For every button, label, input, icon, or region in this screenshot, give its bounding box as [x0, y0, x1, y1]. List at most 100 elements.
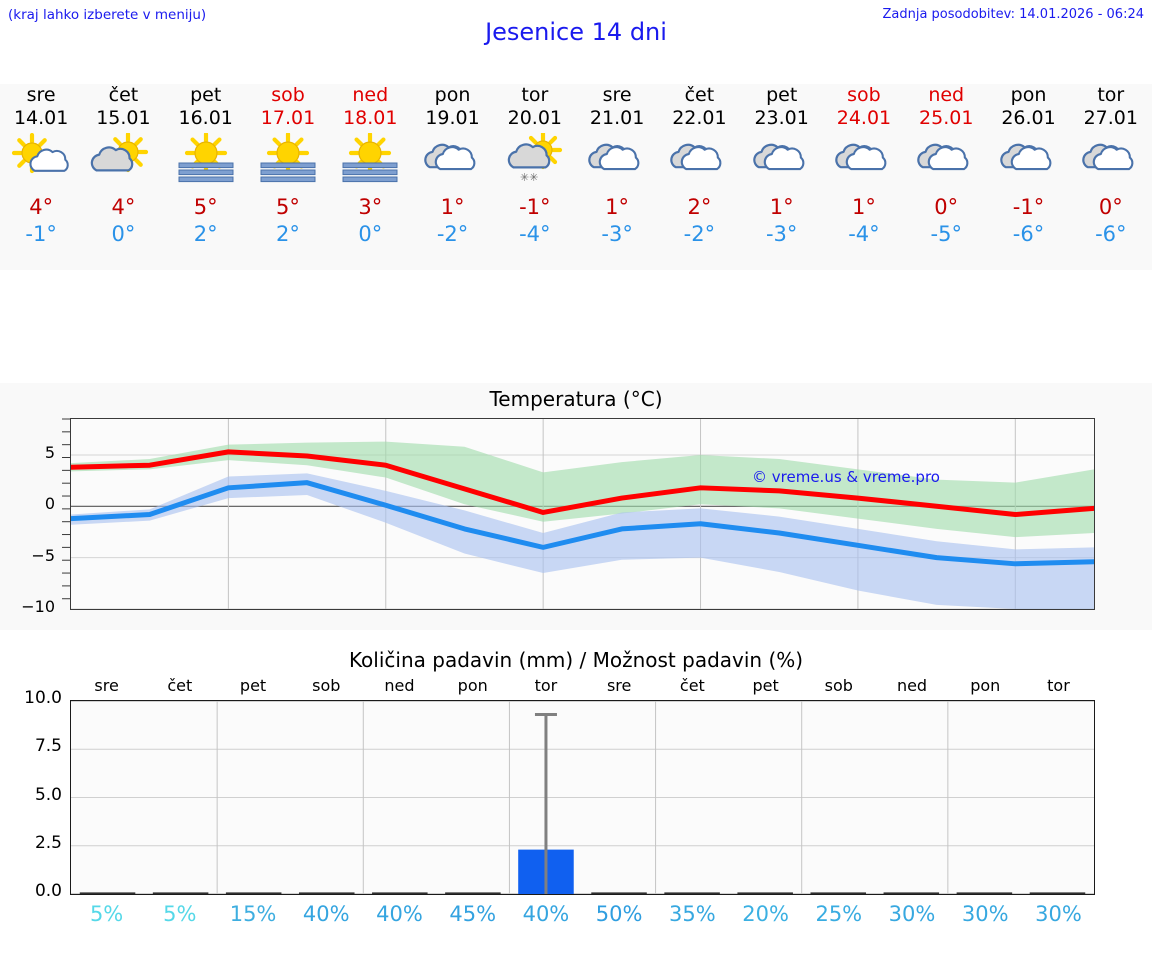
precipitation-day-label: pon [457, 676, 488, 695]
temperature-y-tick: −5 [31, 545, 55, 565]
day-date: 22.01 [672, 107, 727, 129]
day-column[interactable]: ned 25.01 0° -5° [905, 84, 987, 270]
precipitation-probability: 5% [163, 902, 197, 926]
day-name: pet [190, 84, 222, 106]
precipitation-day-label: čet [167, 676, 193, 695]
day-column[interactable]: sob 24.01 1° -4° [823, 84, 905, 270]
precipitation-panel: Količina padavin (mm) / Možnost padavin … [0, 640, 1152, 975]
day-max-temperature: 5° [193, 195, 218, 219]
cloud-icon [416, 133, 490, 185]
day-min-temperature: -1° [25, 222, 57, 246]
day-column[interactable]: pet 23.01 1° -3° [741, 84, 823, 270]
precipitation-day-label: ned [384, 676, 415, 695]
day-name: tor [1097, 84, 1125, 106]
precipitation-y-tick: 2.5 [34, 832, 62, 853]
day-max-temperature: 3° [358, 195, 383, 219]
precipitation-probability: 35% [669, 902, 716, 926]
menu-hint-label: (kraj lahko izberete v meniju) [8, 7, 207, 23]
day-date: 27.01 [1083, 107, 1138, 129]
copyright-label: © vreme.us & vreme.pro [752, 468, 940, 486]
day-date: 20.01 [507, 107, 563, 129]
cloud-icon [580, 133, 654, 185]
day-min-temperature: -4° [519, 222, 551, 246]
sun-fog-icon [333, 133, 407, 185]
day-min-temperature: 2° [276, 222, 300, 246]
precipitation-day-label: sre [94, 676, 119, 695]
temperature-plot-area [70, 418, 1095, 610]
day-column[interactable]: pet 16.01 5° 2° [165, 84, 247, 270]
cloud-icon [992, 133, 1066, 185]
precipitation-day-label: pet [239, 676, 267, 695]
day-name: ned [352, 84, 389, 106]
day-name: čet [108, 84, 139, 106]
cloud-icon [662, 133, 736, 185]
precipitation-plot-area [70, 700, 1095, 895]
day-column[interactable]: sre 21.01 1° -3° [576, 84, 658, 270]
cloud-icon [909, 133, 983, 185]
day-column[interactable]: pon 19.01 1° -2° [411, 84, 493, 270]
precipitation-day-labels: sre čet pet sob ned pon tor sre čet pet sob ned pon t… [70, 676, 1095, 698]
precipitation-probability: 30% [961, 902, 1009, 926]
day-min-temperature: -2° [683, 222, 716, 246]
cloud-icon [745, 133, 819, 185]
day-max-temperature: 1° [852, 195, 876, 219]
day-date: 26.01 [1001, 107, 1056, 129]
day-column[interactable]: čet 22.01 2° -2° [658, 84, 740, 270]
day-max-temperature: 1° [440, 195, 465, 219]
day-min-temperature: 0° [358, 222, 383, 246]
day-column[interactable]: tor 20.01 ✳✳ -1° -4° [494, 84, 576, 270]
day-max-temperature: 1° [605, 195, 630, 219]
cloud-sun-icon [86, 133, 160, 185]
day-min-temperature: -6° [1095, 222, 1127, 246]
precipitation-probability: 30% [888, 902, 936, 926]
precipitation-y-tick: 7.5 [34, 736, 62, 757]
day-min-temperature: -5° [930, 222, 962, 246]
day-column[interactable]: pon 26.01 -1° -6° [987, 84, 1069, 270]
svg-text:✳✳: ✳✳ [520, 171, 538, 184]
day-date: 24.01 [836, 107, 892, 129]
day-min-temperature: -6° [1012, 222, 1045, 246]
day-max-temperature: 5° [276, 195, 300, 219]
precipitation-day-label: sre [606, 676, 632, 695]
day-max-temperature: 1° [769, 195, 794, 219]
day-min-temperature: 2° [193, 222, 218, 246]
precipitation-day-label: ned [896, 676, 928, 695]
day-name: pon [1010, 84, 1047, 106]
precipitation-y-tick: 0.0 [34, 881, 62, 901]
precipitation-y-tick: 10.0 [24, 688, 62, 708]
precipitation-day-label: čet [679, 676, 705, 695]
day-max-temperature: 0° [1098, 195, 1123, 219]
day-min-temperature: -4° [848, 222, 880, 246]
day-column[interactable]: ned 18.01 3° 0° [329, 84, 411, 270]
precipitation-probability: 40% [376, 902, 423, 926]
precipitation-probability: 15% [229, 902, 277, 926]
day-column[interactable]: tor 27.01 0° -6° [1070, 84, 1152, 270]
day-max-temperature: 4° [111, 195, 136, 219]
precipitation-day-label: tor [1047, 676, 1070, 695]
day-min-temperature: -3° [765, 222, 798, 246]
day-date: 19.01 [425, 107, 480, 129]
precipitation-probability: 20% [742, 902, 789, 926]
precipitation-chart-svg [71, 701, 1094, 894]
precipitation-probability-row: 5% 5% 15% 40% 40% 45% 40% 50% 35% 20% 25% 30% 30% 30% [70, 902, 1095, 932]
day-column[interactable]: čet 15.01 4° 0° [82, 84, 164, 270]
temperature-y-tick: 0 [44, 494, 55, 514]
day-min-temperature: -2° [436, 222, 469, 246]
day-column[interactable]: sre 14.01 4° -1° [0, 84, 82, 270]
cloud-icon [827, 133, 901, 185]
cloud-icon [1074, 133, 1148, 185]
precipitation-day-label: sob [312, 676, 341, 695]
temperature-chart-svg [71, 419, 1094, 609]
day-date: 21.01 [589, 107, 645, 129]
day-date: 16.01 [178, 107, 233, 129]
precipitation-probability: 40% [302, 902, 350, 926]
day-max-temperature: -1° [1012, 195, 1045, 219]
day-date: 25.01 [919, 107, 974, 129]
day-date: 14.01 [13, 107, 69, 129]
day-column[interactable]: sob 17.01 5° 2° [247, 84, 329, 270]
temperature-y-tick: 5 [44, 442, 55, 462]
temperature-panel: Temperatura (°C) 5 0 −5 −10 [0, 383, 1152, 630]
precipitation-day-label: sob [824, 676, 853, 695]
sun-fog-icon [251, 133, 325, 185]
day-name: pon [434, 84, 471, 106]
